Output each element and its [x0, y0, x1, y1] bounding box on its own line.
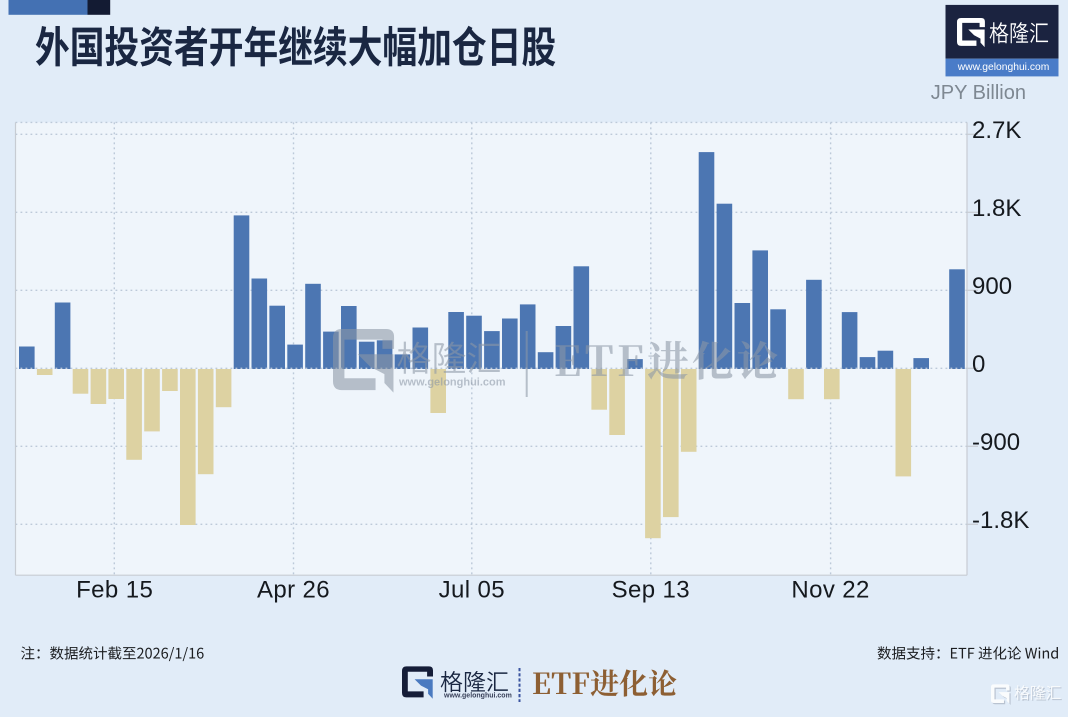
svg-text:JPY Billion: JPY Billion [931, 82, 1026, 104]
svg-text:Jul 05: Jul 05 [439, 577, 505, 604]
svg-text:900: 900 [972, 273, 1012, 300]
svg-text:-900: -900 [972, 429, 1020, 456]
svg-text:Feb 15: Feb 15 [76, 577, 153, 604]
svg-text:Nov 22: Nov 22 [791, 577, 869, 604]
svg-text:www.gelonghui.com: www.gelonghui.com [443, 692, 512, 699]
svg-text:www.gelonghui.com: www.gelonghui.com [957, 62, 1050, 73]
svg-text:1.8K: 1.8K [972, 195, 1021, 222]
svg-text:-1.8K: -1.8K [972, 507, 1029, 534]
svg-text:0: 0 [972, 351, 985, 378]
svg-text:Sep 13: Sep 13 [612, 577, 690, 604]
svg-text:www.gelonghui.com: www.gelonghui.com [398, 377, 506, 389]
svg-text:2.7K: 2.7K [972, 117, 1021, 144]
svg-text:Apr 26: Apr 26 [257, 577, 330, 604]
